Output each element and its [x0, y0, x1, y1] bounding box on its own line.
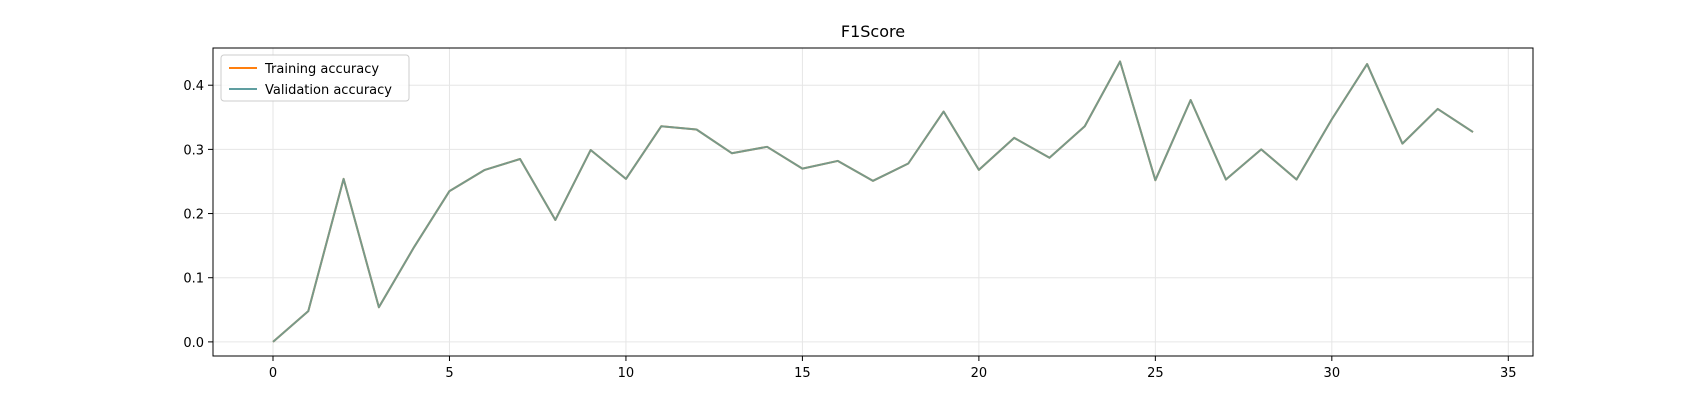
y-tick-label: 0.4 — [183, 79, 204, 94]
legend: Training accuracy Validation accuracy — [220, 54, 410, 102]
x-tick-label: 35 — [1500, 366, 1517, 381]
x-tick-label: 0 — [269, 366, 277, 381]
x-tick-label: 10 — [618, 366, 635, 381]
x-tick-label: 15 — [794, 366, 811, 381]
series-line-training — [272, 60, 1474, 343]
x-tick-label: 20 — [971, 366, 988, 381]
legend-label: Validation accuracy — [265, 83, 392, 98]
series-layer — [272, 60, 1474, 343]
y-axis: 0.0 0.1 0.2 0.3 0.4 — [183, 79, 213, 351]
series-line-validation — [272, 60, 1474, 343]
chart-title: F1Score — [841, 22, 905, 41]
y-tick-label: 0.2 — [183, 208, 204, 223]
y-tick-label: 0.0 — [183, 336, 204, 351]
x-tick-label: 5 — [445, 366, 453, 381]
grid — [213, 48, 1533, 356]
x-tick-label: 30 — [1324, 366, 1341, 381]
legend-box — [220, 54, 410, 102]
x-axis: 0 5 10 15 20 25 30 35 — [269, 356, 1517, 381]
plot-frame — [212, 47, 1534, 357]
y-tick-label: 0.1 — [183, 272, 204, 287]
y-tick-label: 0.3 — [183, 143, 204, 158]
legend-label: Training accuracy — [264, 62, 379, 77]
x-tick-label: 25 — [1147, 366, 1164, 381]
